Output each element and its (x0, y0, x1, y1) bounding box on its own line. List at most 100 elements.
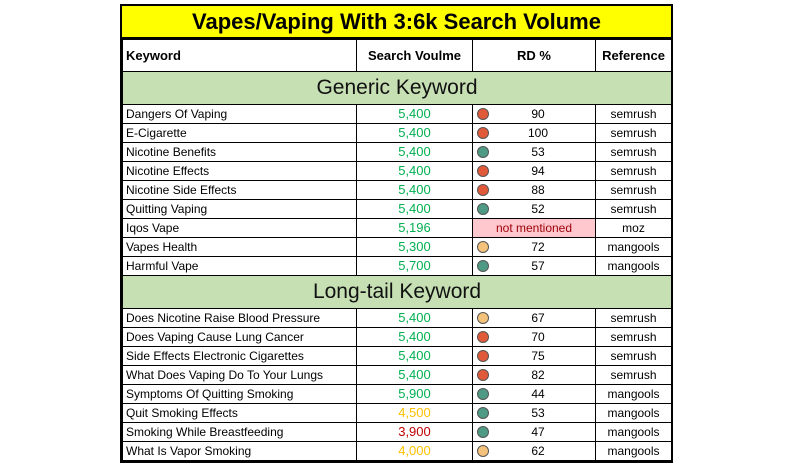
search-volume-cell: 5,196 (356, 218, 473, 238)
rd-value: 47 (531, 425, 545, 439)
status-dot-icon (477, 165, 489, 177)
search-volume-cell: 5,400 (356, 123, 473, 143)
search-volume-cell: 5,400 (356, 308, 473, 328)
rd-cell: 62 (472, 441, 596, 461)
keyword-cell: Vapes Health (122, 237, 357, 257)
keyword-cell: What Is Vapor Smoking (122, 441, 357, 461)
rd-value: 52 (531, 202, 545, 216)
search-volume-cell: 4,000 (356, 441, 473, 461)
table-row: Nicotine Effects 5,400 94 semrush (122, 161, 672, 181)
table-row: Nicotine Benefits 5,400 53 semrush (122, 142, 672, 162)
search-volume-cell: 5,400 (356, 104, 473, 124)
table-row: Does Vaping Cause Lung Cancer 5,400 70 semr… (122, 327, 672, 347)
search-volume-cell: 5,400 (356, 327, 473, 347)
status-dot-icon (477, 445, 489, 457)
table-row: Side Effects Electronic Cigarettes 5,400 7… (122, 346, 672, 366)
status-dot-icon (477, 388, 489, 400)
reference-cell: semrush (595, 123, 672, 143)
table-row: Harmful Vape 5,700 57 mangools (122, 256, 672, 276)
rd-value: 44 (531, 387, 545, 401)
table-row: Smoking While Breastfeeding 3,900 47 mangoo… (122, 422, 672, 442)
header-keyword: Keyword (122, 39, 357, 72)
rd-cell: 72 (472, 237, 596, 257)
reference-cell: mangools (595, 403, 672, 423)
keyword-cell: Quit Smoking Effects (122, 403, 357, 423)
keyword-cell: Nicotine Side Effects (122, 180, 357, 200)
table-row: Does Nicotine Raise Blood Pressure 5,400 6… (122, 308, 672, 328)
table-row: Symptoms Of Quitting Smoking 5,900 44 mango… (122, 384, 672, 404)
reference-cell: semrush (595, 327, 672, 347)
header-reference: Reference (595, 39, 672, 72)
keyword-table: Keyword Search Voulme RD % Reference Gen… (122, 39, 672, 461)
reference-cell: mangools (595, 384, 672, 404)
rd-cell: 67 (472, 308, 596, 328)
table-row: What Does Vaping Do To Your Lungs 5,400 82… (122, 365, 672, 385)
sheet-title: Vapes/Vaping With 3:6k Search Volume (122, 6, 671, 39)
reference-cell: semrush (595, 142, 672, 162)
status-dot-icon (477, 331, 489, 343)
search-volume-cell: 5,300 (356, 237, 473, 257)
rd-cell: 75 (472, 346, 596, 366)
status-dot-icon (477, 350, 489, 362)
search-volume-cell: 4,500 (356, 403, 473, 423)
rd-cell: 90 (472, 104, 596, 124)
reference-cell: semrush (595, 180, 672, 200)
rd-value: 62 (531, 444, 545, 458)
rd-cell: 82 (472, 365, 596, 385)
keyword-cell: Smoking While Breastfeeding (122, 422, 357, 442)
reference-cell: semrush (595, 346, 672, 366)
section-title: Generic Keyword (122, 71, 672, 105)
rd-value: not mentioned (495, 221, 573, 235)
search-volume-cell: 5,400 (356, 199, 473, 219)
keyword-cell: Symptoms Of Quitting Smoking (122, 384, 357, 404)
rd-cell: 53 (472, 142, 596, 162)
search-volume-cell: 3,900 (356, 422, 473, 442)
section-title: Long-tail Keyword (122, 275, 672, 309)
table-row: Iqos Vape 5,196 not mentioned moz (122, 218, 672, 238)
header-rd: RD % (472, 39, 596, 72)
reference-cell: mangools (595, 422, 672, 442)
search-volume-cell: 5,400 (356, 365, 473, 385)
rd-cell: 52 (472, 199, 596, 219)
search-volume-cell: 5,400 (356, 180, 473, 200)
reference-cell: semrush (595, 365, 672, 385)
status-dot-icon (477, 203, 489, 215)
status-dot-icon (477, 146, 489, 158)
rd-cell: 100 (472, 123, 596, 143)
status-dot-icon (477, 184, 489, 196)
keyword-cell: What Does Vaping Do To Your Lungs (122, 365, 357, 385)
keyword-cell: Dangers Of Vaping (122, 104, 357, 124)
rd-value: 53 (531, 145, 545, 159)
status-dot-icon (477, 127, 489, 139)
rd-value: 75 (531, 349, 545, 363)
rd-value: 82 (531, 368, 545, 382)
keyword-cell: Nicotine Benefits (122, 142, 357, 162)
header-row: Keyword Search Voulme RD % Reference (122, 39, 672, 72)
rd-cell: 70 (472, 327, 596, 347)
rd-cell: not mentioned (472, 218, 596, 238)
reference-cell: mangools (595, 256, 672, 276)
reference-cell: semrush (595, 161, 672, 181)
header-search-volume: Search Voulme (356, 39, 473, 72)
section-header-row: Generic Keyword (122, 71, 672, 105)
rd-value: 100 (527, 126, 549, 140)
reference-cell: semrush (595, 104, 672, 124)
table-row: E-Cigarette 5,400 100 semrush (122, 123, 672, 143)
status-dot-icon (477, 108, 489, 120)
rd-cell: 94 (472, 161, 596, 181)
rd-cell: 88 (472, 180, 596, 200)
status-dot-icon (477, 407, 489, 419)
keyword-cell: Harmful Vape (122, 256, 357, 276)
search-volume-cell: 5,400 (356, 346, 473, 366)
table-row: Quitting Vaping 5,400 52 semrush (122, 199, 672, 219)
table-row: Dangers Of Vaping 5,400 90 semrush (122, 104, 672, 124)
rd-cell: 44 (472, 384, 596, 404)
spreadsheet: Vapes/Vaping With 3:6k Search Volume Key… (120, 4, 673, 463)
keyword-cell: Does Vaping Cause Lung Cancer (122, 327, 357, 347)
reference-cell: mangools (595, 237, 672, 257)
search-volume-cell: 5,400 (356, 142, 473, 162)
status-dot-icon (477, 241, 489, 253)
rd-value: 72 (531, 240, 545, 254)
rd-value: 57 (531, 259, 545, 273)
search-volume-cell: 5,900 (356, 384, 473, 404)
